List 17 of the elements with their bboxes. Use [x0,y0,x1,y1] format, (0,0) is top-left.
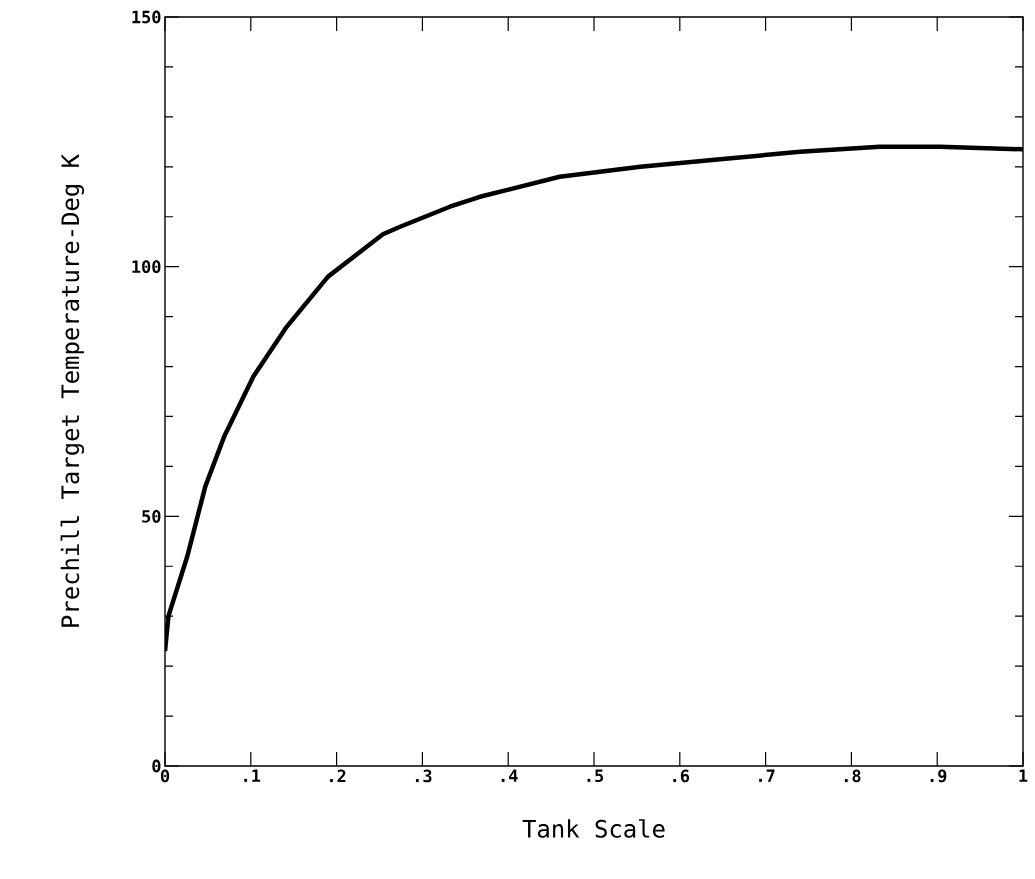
x-tick-label: .6 [673,769,690,783]
x-tick-label: .8 [844,769,861,783]
y-tick-label: 150 [132,10,161,24]
x-axis-title: Tank Scale [522,819,665,838]
x-tick-label: .2 [330,769,346,783]
x-tick-label: .7 [759,769,775,782]
y-axis-title: Prechill Target Temperature-Deg K [60,154,85,627]
x-tick-label: .1 [244,769,261,782]
y-tick-label: 100 [132,260,161,274]
x-tick-label: 1 [1019,769,1028,782]
y-tick-label: 50 [142,509,161,523]
x-tick-label: 0 [160,769,170,783]
x-tick-label: .3 [415,769,432,783]
y-tick-label: 0 [152,759,161,773]
x-tick-label: .9 [930,769,947,783]
x-tick-label: .5 [587,769,604,783]
x-tick-label: .4 [501,769,518,782]
